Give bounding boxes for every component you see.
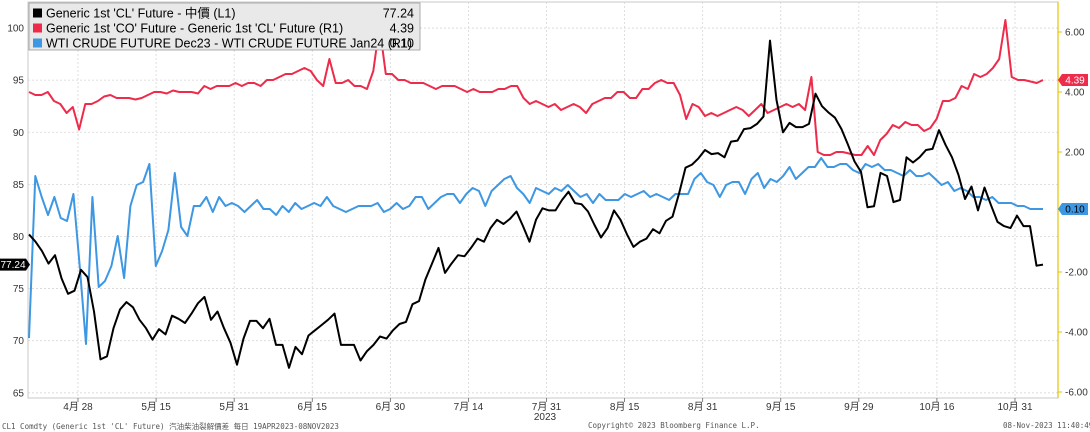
left-axis: 65 70 75 80 85 90 95 100 [7, 24, 24, 400]
x-year-label: 2023 [534, 412, 557, 423]
x-tick-label: 8月 15 [610, 401, 640, 413]
x-tick-label: 7月 31 [532, 401, 562, 413]
series-line [28, 39, 1044, 369]
legend-entry-name: Generic 1st 'CO' Future - Generic 1st 'C… [46, 22, 343, 36]
x-tick-label: 9月 29 [844, 401, 874, 413]
left-tick-label: 85 [13, 180, 25, 191]
x-tick-label: 5月 31 [219, 401, 249, 413]
footer: CL1 Comdty (Generic 1st 'CL' Future) 汽油柴… [0, 421, 1090, 432]
left-tick-label: 65 [13, 388, 25, 399]
left-last-value-label: 77.24 [0, 260, 25, 271]
right-axis: -6.00 -4.00 -2.00 2.00 4.00 6.00 [1057, 2, 1088, 399]
legend: Generic 1st 'CL' Future - 中價 (L1) 77.24 Ge… [28, 2, 421, 51]
left-tick-label: 70 [13, 336, 25, 347]
left-tick-label: 90 [13, 128, 25, 139]
legend-swatch [33, 38, 42, 48]
legend-entry-value: 4.39 [390, 22, 414, 36]
x-tick-label: 6月 15 [298, 401, 328, 413]
legend-entry-value: 77.24 [383, 7, 414, 21]
legend-entry-value: 0.10 [390, 37, 414, 51]
left-last-value-badge [0, 258, 26, 271]
legend-swatch [33, 23, 42, 33]
right-last-value-label: 0.10 [1065, 205, 1085, 216]
x-tick-label: 6月 30 [376, 401, 406, 413]
footer-left: CL1 Comdty (Generic 1st 'CL' Future) 汽油柴… [2, 422, 339, 431]
x-tick-label: 8月 31 [688, 401, 718, 413]
legend-box [28, 2, 421, 51]
left-tick-label: 75 [13, 284, 25, 295]
grid-lines [27, 1, 1059, 399]
x-axis: 4月 28 5月 15 5月 31 6月 15 6月 30 7月 14 7月 31 8月 15… [63, 398, 1033, 423]
x-tick-label: 10月 31 [997, 401, 1032, 413]
series-line [28, 157, 1043, 345]
right-last-value-pointer [1058, 74, 1062, 86]
left-tick-label: 100 [7, 24, 24, 35]
right-tick-label: 4.00 [1065, 88, 1085, 99]
right-last-value-badge [1062, 74, 1088, 86]
legend-swatch [33, 8, 42, 18]
left-tick-label: 95 [13, 76, 25, 87]
footer-copyright: Copyright© 2023 Bloomberg Finance L.P. [588, 421, 760, 430]
series-lines [28, 19, 1044, 369]
plot-frame [27, 1, 1059, 399]
x-tick-label: 9月 15 [766, 401, 796, 413]
footer-timestamp: 08-Nov-2023 11:40:49 [1003, 421, 1090, 430]
right-tick-label: -4.00 [1065, 328, 1088, 339]
legend-entry-name: WTI CRUDE FUTURE Dec23 - WTI CRUDE FUTUR… [46, 37, 412, 51]
x-tick-label: 10月 16 [919, 401, 954, 413]
x-tick-label: 5月 15 [141, 401, 171, 413]
x-tick-label: 4月 28 [63, 401, 93, 413]
right-tick-label: -6.00 [1065, 388, 1088, 399]
right-last-value-badge [1062, 203, 1088, 215]
legend-entry-name: Generic 1st 'CL' Future - 中價 (L1) [46, 6, 236, 21]
right-tick-label: -2.00 [1065, 268, 1088, 279]
right-last-value-pointer [1058, 203, 1062, 215]
left-last-value-pointer [26, 258, 30, 271]
series-line [28, 19, 1044, 156]
last-value-labels: 77.24 4.39 0.10 [0, 74, 1088, 271]
right-tick-label: 2.00 [1065, 148, 1085, 159]
x-tick-label: 7月 14 [454, 401, 484, 413]
right-last-value-label: 4.39 [1065, 76, 1085, 87]
left-tick-label: 80 [13, 232, 25, 243]
right-tick-label: 6.00 [1065, 28, 1085, 39]
